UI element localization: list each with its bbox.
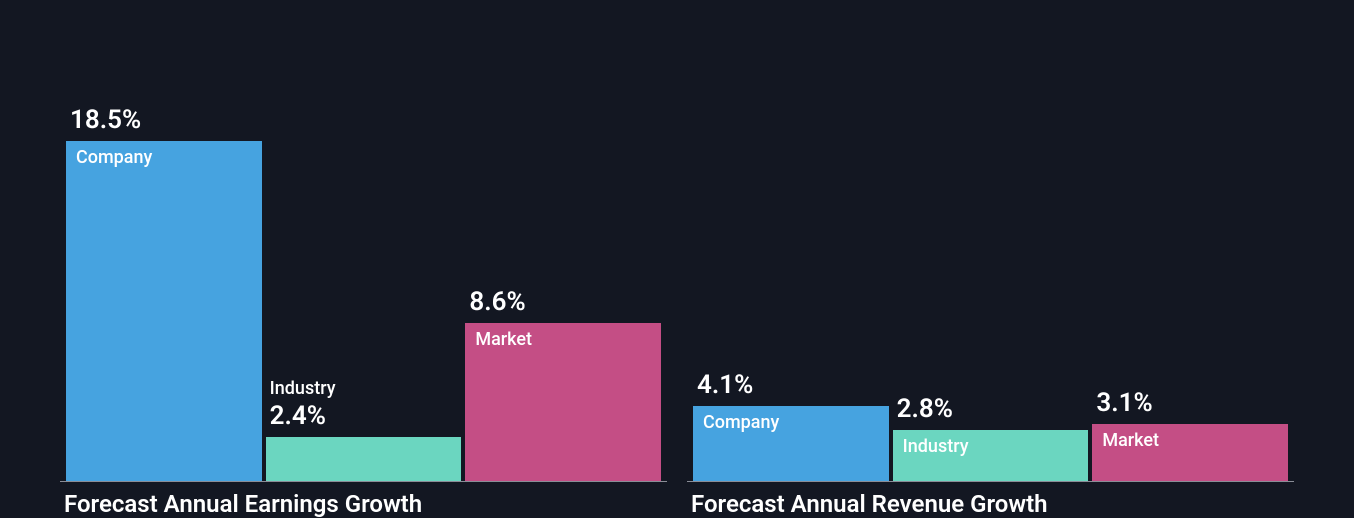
- plot-area: 18.5% Company Industry 2.4% 8.6% Market: [60, 0, 667, 482]
- bar-value: 4.1%: [693, 370, 889, 400]
- chart-panel-earnings: 18.5% Company Industry 2.4% 8.6% Market …: [50, 0, 677, 518]
- bar-label: Market: [475, 329, 532, 350]
- bar-value: 2.8%: [893, 394, 1089, 424]
- chart-title: Forecast Annual Revenue Growth: [687, 490, 1294, 518]
- bar-value: 8.6%: [465, 287, 661, 317]
- charts-container: 18.5% Company Industry 2.4% 8.6% Market …: [0, 0, 1354, 518]
- plot-area: 4.1% Company 2.8% Industry 3.1% Market: [687, 0, 1294, 482]
- bar-col-industry: 2.8% Industry: [893, 394, 1089, 481]
- bar-value: 2.4%: [266, 401, 462, 431]
- bar-value: 18.5%: [66, 105, 262, 135]
- bar-col-industry: Industry 2.4%: [266, 378, 462, 481]
- bar-col-market: 8.6% Market: [465, 287, 661, 481]
- bar-label: Company: [76, 147, 152, 168]
- bar-col-company: 4.1% Company: [693, 370, 889, 481]
- bar-rect: Market: [1092, 424, 1288, 481]
- bar-rect: Industry: [893, 430, 1089, 481]
- bar-label: Company: [703, 412, 779, 433]
- bar-rect: Company: [693, 406, 889, 481]
- bar-rect: [266, 437, 462, 481]
- chart-panel-revenue: 4.1% Company 2.8% Industry 3.1% Market F…: [677, 0, 1304, 518]
- bar-value: 3.1%: [1092, 388, 1288, 418]
- bar-rect: Market: [465, 323, 661, 481]
- bar-label: Market: [1102, 430, 1159, 451]
- bar-label: Industry: [266, 378, 462, 399]
- bar-col-company: 18.5% Company: [66, 105, 262, 481]
- bar-col-market: 3.1% Market: [1092, 388, 1288, 481]
- bar-rect: Company: [66, 141, 262, 481]
- bar-label: Industry: [903, 436, 969, 457]
- chart-title: Forecast Annual Earnings Growth: [60, 490, 667, 518]
